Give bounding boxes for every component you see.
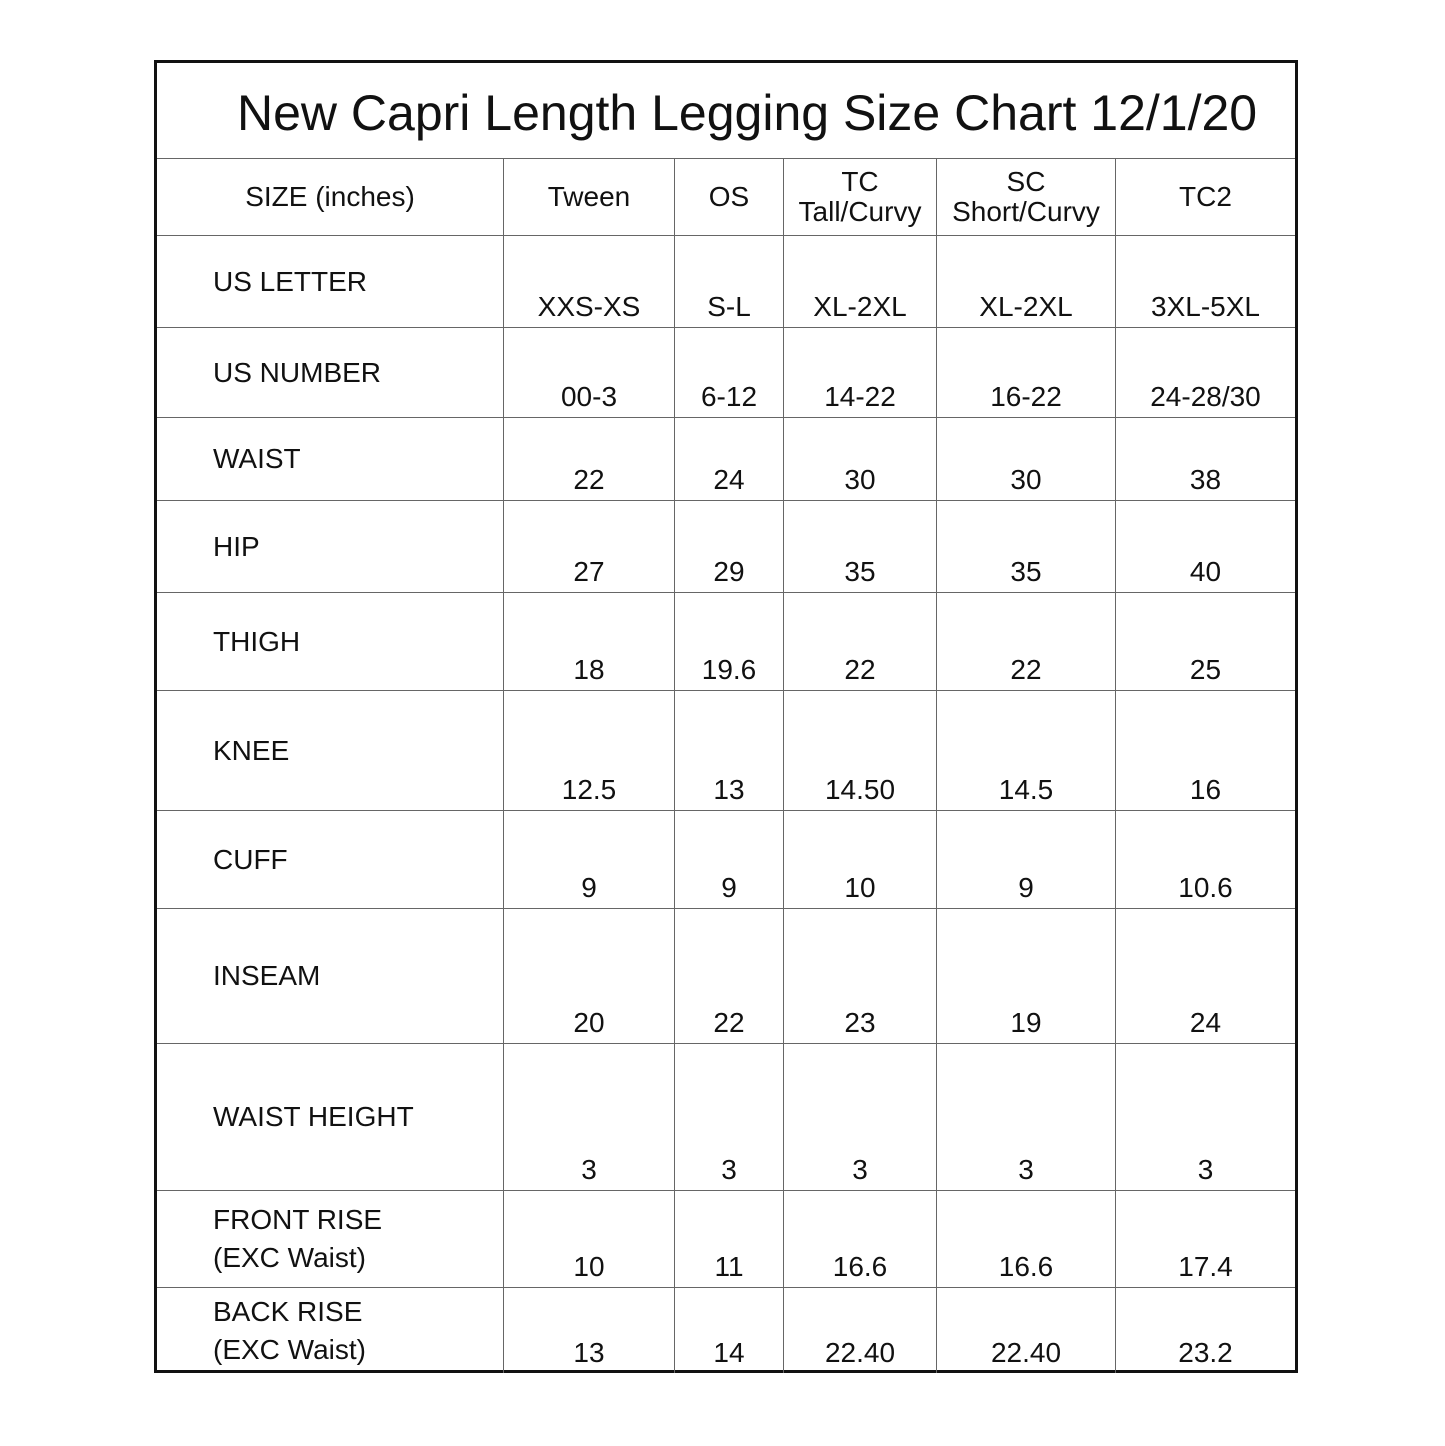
table-cell: 38 (1116, 418, 1295, 501)
table-cell: 10.6 (1116, 811, 1295, 909)
header-column: TC Tall/Curvy (784, 159, 937, 236)
table-cell: 14.5 (937, 691, 1116, 811)
table-cell: 14 (675, 1288, 784, 1373)
table-cell: 3 (675, 1044, 784, 1191)
table-cell: 22 (784, 593, 937, 691)
table-cell: 14-22 (784, 328, 937, 418)
table-cell: 3 (1116, 1044, 1295, 1191)
table-cell: 22.40 (937, 1288, 1116, 1373)
table-cell: 12.5 (504, 691, 675, 811)
table-cell: S-L (675, 236, 784, 328)
table-cell: 9 (937, 811, 1116, 909)
table-cell: 35 (784, 501, 937, 593)
row-label: BACK RISE (EXC Waist) (157, 1288, 504, 1373)
row-label: WAIST HEIGHT (157, 1044, 504, 1191)
table-cell: 24 (675, 418, 784, 501)
table-cell: XXS-XS (504, 236, 675, 328)
table-cell: 30 (937, 418, 1116, 501)
table-cell: 11 (675, 1191, 784, 1288)
table-cell: XL-2XL (784, 236, 937, 328)
table-cell: 22.40 (784, 1288, 937, 1373)
table-cell: 3 (784, 1044, 937, 1191)
header-column: OS (675, 159, 784, 236)
table-cell: 17.4 (1116, 1191, 1295, 1288)
row-label: THIGH (157, 593, 504, 691)
chart-title: New Capri Length Legging Size Chart 12/1… (157, 63, 1295, 159)
table-cell: 00-3 (504, 328, 675, 418)
table-cell: 40 (1116, 501, 1295, 593)
header-column: SC Short/Curvy (937, 159, 1116, 236)
table-cell: 23.2 (1178, 1337, 1233, 1368)
header-size: SIZE (inches) (157, 159, 504, 236)
table-cell: 30 (784, 418, 937, 501)
row-label: HIP (157, 501, 504, 593)
table-cell: 16-22 (937, 328, 1116, 418)
size-chart: New Capri Length Legging Size Chart 12/1… (154, 60, 1298, 1373)
row-label: KNEE (157, 691, 504, 811)
table-cell: 18 (504, 593, 675, 691)
row-label: US NUMBER (157, 328, 504, 418)
table-cell: 16.6 (937, 1191, 1116, 1288)
table-cell: 9 (504, 811, 675, 909)
header-column: TC2 (1116, 159, 1295, 236)
table-cell: 3 (937, 1044, 1116, 1191)
table-cell: 22 (675, 909, 784, 1044)
table-cell: 25 (1116, 593, 1295, 691)
table-cell: 23 (784, 909, 937, 1044)
table-cell: 22 (504, 418, 675, 501)
table-cell: 16.6 (784, 1191, 937, 1288)
table-cell: 19 (937, 909, 1116, 1044)
table-cell: 3 (504, 1044, 675, 1191)
table-cell: 27 (504, 501, 675, 593)
row-label: FRONT RISE (EXC Waist) (157, 1191, 504, 1288)
table-cell: 10 (504, 1191, 675, 1288)
table-cell: 6-12 (675, 328, 784, 418)
table-cell: 16 (1116, 691, 1295, 811)
table-cell: 3XL-5XL (1116, 236, 1295, 328)
row-label: INSEAM (157, 909, 504, 1044)
row-label: WAIST (157, 418, 504, 501)
table-cell: 35 (937, 501, 1116, 593)
table-cell: 19.6 (675, 593, 784, 691)
table-cell: 29 (675, 501, 784, 593)
table-cell: 10 (784, 811, 937, 909)
table-cell: 9 (675, 811, 784, 909)
table-cell: 22 (937, 593, 1116, 691)
table-cell: 20 (504, 909, 675, 1044)
size-table: SIZE (inches) Tween OS TC Tall/Curvy SC Shor… (157, 159, 1295, 1373)
table-cell: 13 (504, 1288, 675, 1373)
table-cell: 13 (675, 691, 784, 811)
table-cell: 14.50 (784, 691, 937, 811)
table-cell: XL-2XL (937, 236, 1116, 328)
table-cell: 24 (1116, 909, 1295, 1044)
row-label: US LETTER (157, 236, 504, 328)
table-cell: 24-28/30 (1116, 328, 1295, 418)
header-column: Tween (504, 159, 675, 236)
row-label: CUFF (157, 811, 504, 909)
